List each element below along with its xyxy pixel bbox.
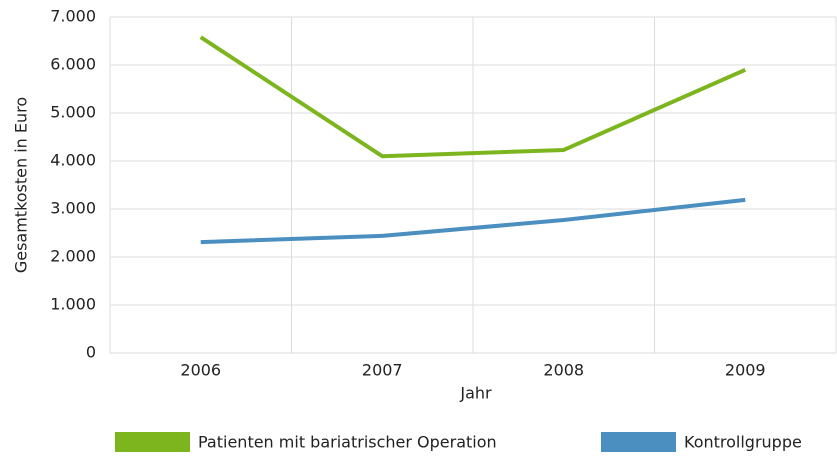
legend-label: Patienten mit bariatrischer Operation [198, 433, 497, 452]
y-tick-label: 7.000 [50, 7, 96, 26]
y-tick-label: 0 [86, 343, 96, 362]
x-tick-label: 2008 [543, 361, 584, 380]
x-tick-label: 2006 [180, 361, 221, 380]
y-tick-label: 5.000 [50, 103, 96, 122]
x-tick-label: 2007 [362, 361, 403, 380]
line-series [200, 197, 746, 245]
legend-swatch [601, 432, 676, 452]
y-tick-label: 1.000 [50, 295, 96, 314]
x-axis-label: Jahr [459, 384, 492, 403]
legend-label: Kontrollgruppe [684, 433, 802, 452]
y-axis-label: Gesamtkosten in Euro [12, 97, 31, 273]
y-tick-label: 2.000 [50, 247, 96, 266]
x-tick-label: 2009 [725, 361, 766, 380]
y-tick-label: 4.000 [50, 151, 96, 170]
line-series [199, 35, 747, 159]
y-tick-label: 6.000 [50, 55, 96, 74]
legend-swatch [115, 432, 190, 452]
y-tick-label: 3.000 [50, 199, 96, 218]
